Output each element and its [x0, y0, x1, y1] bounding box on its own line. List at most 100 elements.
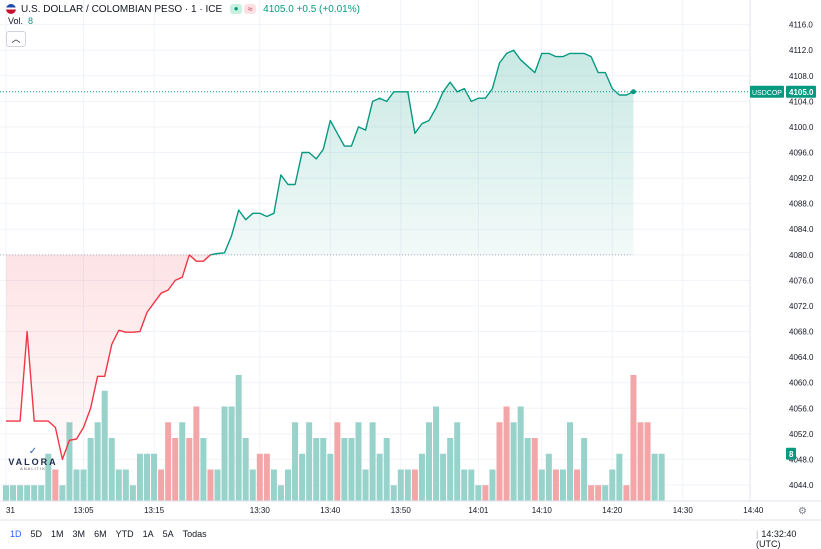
- volume-bar: [115, 469, 122, 501]
- volume-bar: [411, 469, 418, 501]
- volume-bar: [24, 485, 31, 501]
- y-tick-label: 4056.0: [789, 404, 814, 413]
- y-tick-label: 4048.0: [789, 455, 814, 464]
- volume-bar: [567, 422, 573, 501]
- x-tick-label: 14:01: [468, 506, 489, 515]
- area-above-baseline: [210, 50, 634, 255]
- volume-bar: [517, 406, 524, 501]
- volume-bar: [581, 438, 588, 501]
- volume-bar: [45, 453, 52, 501]
- volume-bar: [658, 453, 665, 501]
- timeframe-todas[interactable]: Todas: [182, 529, 207, 539]
- volume-bar: [440, 453, 447, 501]
- volume-bar: [468, 469, 475, 501]
- volume-bar: [3, 485, 9, 501]
- volume-bar: [433, 406, 440, 501]
- clock-display[interactable]: | 14:32:40 (UTC): [756, 529, 797, 549]
- gear-icon[interactable]: ⚙: [798, 506, 807, 517]
- volume-bar: [17, 485, 24, 501]
- price-axis: [750, 0, 821, 501]
- volume-bar: [214, 469, 221, 501]
- timeframe-1m[interactable]: 1M: [51, 529, 64, 539]
- volume-bar: [510, 422, 517, 501]
- volume-bar: [94, 422, 101, 501]
- market-open-icon: ●: [230, 4, 243, 14]
- y-tick-label: 4084.0: [789, 225, 814, 234]
- x-tick-label: 13:40: [320, 506, 341, 515]
- volume-bar: [277, 485, 284, 501]
- volume-bar: [101, 390, 108, 501]
- x-tick-label: 13:05: [74, 506, 95, 515]
- volume-bar: [66, 422, 73, 501]
- y-tick-label: 4108.0: [789, 72, 814, 81]
- y-tick-label: 4104.0: [789, 97, 814, 106]
- x-tick-label: 31: [6, 506, 15, 515]
- volume-bar: [651, 453, 658, 501]
- volume-bar: [73, 469, 80, 501]
- volume-bar: [637, 422, 644, 501]
- y-tick-label: 4068.0: [789, 328, 814, 337]
- x-tick-label: 14:20: [602, 506, 623, 515]
- volume-bar: [221, 406, 228, 501]
- volume-bar: [242, 438, 249, 501]
- x-tick-label: 14:40: [743, 506, 764, 515]
- y-tick-label: 4060.0: [789, 379, 814, 388]
- volume-bar: [559, 469, 566, 501]
- volume-bar: [249, 469, 256, 501]
- y-tick-label: 4100.0: [789, 123, 814, 132]
- symbol-tag: [750, 85, 784, 98]
- approx-icon: ≈: [244, 4, 257, 14]
- volume-bar: [179, 422, 186, 501]
- volume-bar: [285, 469, 291, 501]
- volume-bar: [348, 438, 355, 501]
- y-tick-label: 4088.0: [789, 200, 814, 209]
- price-quote: 4105.0 +0.5 (+0.01%): [263, 3, 360, 15]
- y-tick-label: 4112.0: [789, 46, 813, 55]
- volume-bar: [552, 469, 559, 501]
- valora-logo: ✓ VALORA ANALITIK: [8, 446, 58, 472]
- symbol-title[interactable]: U.S. DOLLAR / COLOMBIAN PESO · 1 · ICE: [21, 3, 223, 15]
- volume-bar: [144, 453, 150, 501]
- x-tick-label: 14:30: [673, 506, 694, 515]
- volume-bar: [383, 438, 390, 501]
- timeframe-5a[interactable]: 5A: [162, 529, 174, 539]
- y-tick-label: 4072.0: [789, 302, 814, 311]
- timeframe-bar: 1D 5D 1M 3M 6M YTD 1A 5A Todas: [10, 529, 216, 539]
- volume-bar: [461, 469, 468, 501]
- timeframe-1d[interactable]: 1D: [10, 529, 22, 539]
- y-tick-label: 4064.0: [789, 353, 814, 362]
- volume-bar: [172, 438, 179, 501]
- volume-bar: [362, 469, 369, 501]
- volume-bar: [454, 422, 461, 501]
- usd-cop-flag-icon: [6, 4, 16, 14]
- volume-bar: [200, 438, 207, 501]
- volume-bar: [108, 438, 115, 501]
- volume-bar: [59, 485, 66, 501]
- x-tick-label: 13:30: [250, 506, 271, 515]
- timeframe-3m[interactable]: 3M: [72, 529, 86, 539]
- volume-bar: [630, 375, 637, 501]
- volume-bar: [320, 438, 327, 501]
- y-tick-label: 4116.0: [789, 21, 813, 30]
- volume-bar: [136, 453, 143, 501]
- timeframe-1a[interactable]: 1A: [142, 529, 154, 539]
- logo-check-icon: ✓: [28, 446, 38, 457]
- volume-bar: [327, 453, 334, 501]
- collapse-legend-button[interactable]: ︿: [6, 31, 26, 47]
- volume-bar: [306, 422, 313, 501]
- logo-brand: VALORA: [8, 457, 58, 467]
- volume-bar: [588, 485, 595, 501]
- timeframe-5d[interactable]: 5D: [30, 529, 43, 539]
- volume-tag: [786, 447, 796, 460]
- volume-bar: [256, 453, 263, 501]
- last-price-tag-label: 4105.0: [789, 88, 814, 97]
- volume-bar: [574, 469, 581, 501]
- timeframe-ytd[interactable]: YTD: [115, 529, 134, 539]
- logo-sub: ANALITIK: [20, 466, 46, 471]
- volume-bar: [165, 422, 172, 501]
- volume-bar: [616, 453, 623, 501]
- volume-bar: [207, 469, 214, 501]
- timeframe-6m[interactable]: 6M: [94, 529, 107, 539]
- chevron-up-icon: ︿: [11, 34, 21, 44]
